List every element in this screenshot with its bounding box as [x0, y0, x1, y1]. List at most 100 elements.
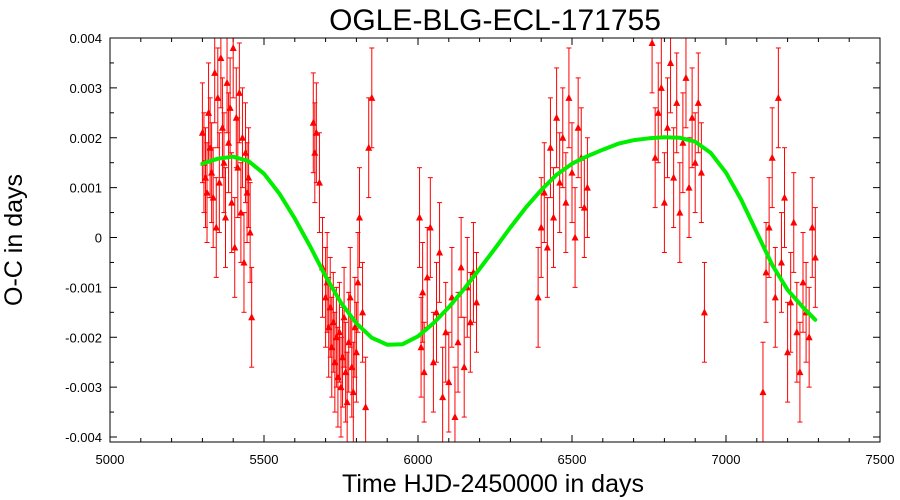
data-point [242, 148, 250, 156]
data-point [223, 78, 231, 86]
data-point [583, 183, 591, 191]
data-point [460, 363, 468, 371]
data-point [534, 293, 542, 301]
data-point [340, 313, 348, 321]
data-point [240, 258, 248, 266]
data-point [229, 43, 237, 51]
data-point [654, 108, 662, 116]
data-point [777, 258, 785, 266]
data-point [225, 138, 233, 146]
data-point [198, 128, 206, 136]
x-tick-label: 6000 [404, 452, 433, 467]
data-point [365, 143, 373, 151]
plot-frame [109, 37, 881, 443]
x-tick-label: 5000 [96, 452, 125, 467]
data-point [348, 363, 356, 371]
data-point [562, 198, 570, 206]
data-point [349, 388, 357, 396]
data-point [694, 98, 702, 106]
data-point [329, 318, 337, 326]
y-tick-label: 0.002 [69, 131, 102, 146]
data-point [546, 143, 554, 151]
data-point [203, 188, 211, 196]
data-point [796, 368, 804, 376]
data-point [436, 248, 444, 256]
fit-line [200, 135, 818, 347]
data-point [700, 308, 708, 316]
data-point [222, 213, 229, 221]
data-point [432, 308, 440, 316]
x-tick-label: 5500 [250, 452, 279, 467]
data-point [426, 223, 434, 231]
data-point [206, 143, 214, 151]
data-point [205, 108, 213, 116]
data-point [679, 138, 687, 146]
data-point [243, 188, 251, 196]
data-point [580, 203, 588, 211]
data-point [226, 103, 234, 111]
data-point [663, 123, 671, 131]
data-point [343, 398, 351, 406]
data-point [234, 163, 242, 171]
data-point [208, 168, 216, 176]
data-point [762, 268, 770, 276]
data-point [559, 133, 567, 141]
data-point [354, 278, 362, 286]
data-point [799, 278, 807, 286]
data-point [454, 338, 462, 346]
data-point [759, 388, 767, 396]
data-point [315, 178, 323, 186]
x-axis-label: Time HJD-2450000 in days [342, 470, 644, 498]
data-point [457, 263, 465, 271]
data-point [685, 183, 693, 191]
data-point [473, 298, 481, 306]
data-point [537, 223, 545, 231]
data-point [355, 213, 363, 221]
data-point [368, 93, 376, 101]
data-point [351, 323, 359, 331]
data-point [657, 83, 665, 91]
data-point [565, 93, 573, 101]
data-point [417, 343, 425, 351]
data-point [553, 113, 561, 121]
data-point [419, 288, 427, 296]
data-point [660, 198, 668, 206]
data-point [362, 403, 370, 411]
data-point [765, 223, 773, 231]
data-point [442, 328, 450, 336]
data-point [201, 173, 209, 181]
data-point [790, 218, 798, 226]
data-point [667, 58, 675, 66]
y-tick-label: -0.004 [65, 430, 102, 445]
data-point [312, 128, 320, 136]
data-point [682, 73, 690, 81]
data-point [670, 173, 678, 181]
data-point [342, 368, 350, 376]
data-point [648, 38, 656, 46]
data-point [309, 118, 317, 126]
data-point [246, 228, 254, 236]
data-point [550, 213, 558, 221]
y-tick-label: -0.002 [65, 330, 102, 345]
data-point [451, 413, 459, 421]
x-tick-label: 7000 [712, 452, 741, 467]
data-point [328, 343, 336, 351]
data-point [322, 293, 330, 301]
fit-curve [200, 135, 818, 347]
data-point [811, 253, 819, 261]
data-point [697, 168, 705, 176]
y-tick-label: 0.001 [69, 181, 102, 196]
data-point [420, 368, 428, 376]
data-point [574, 123, 582, 131]
data-point [543, 243, 551, 251]
data-point [228, 198, 236, 206]
data-point [334, 373, 342, 381]
data-point [439, 393, 447, 401]
data-point [359, 308, 367, 316]
x-tick-label: 7500 [866, 452, 895, 467]
data-point [691, 158, 699, 166]
data-point [209, 193, 217, 201]
data-point [235, 88, 243, 96]
data-point [805, 333, 813, 341]
data-point [808, 223, 816, 231]
